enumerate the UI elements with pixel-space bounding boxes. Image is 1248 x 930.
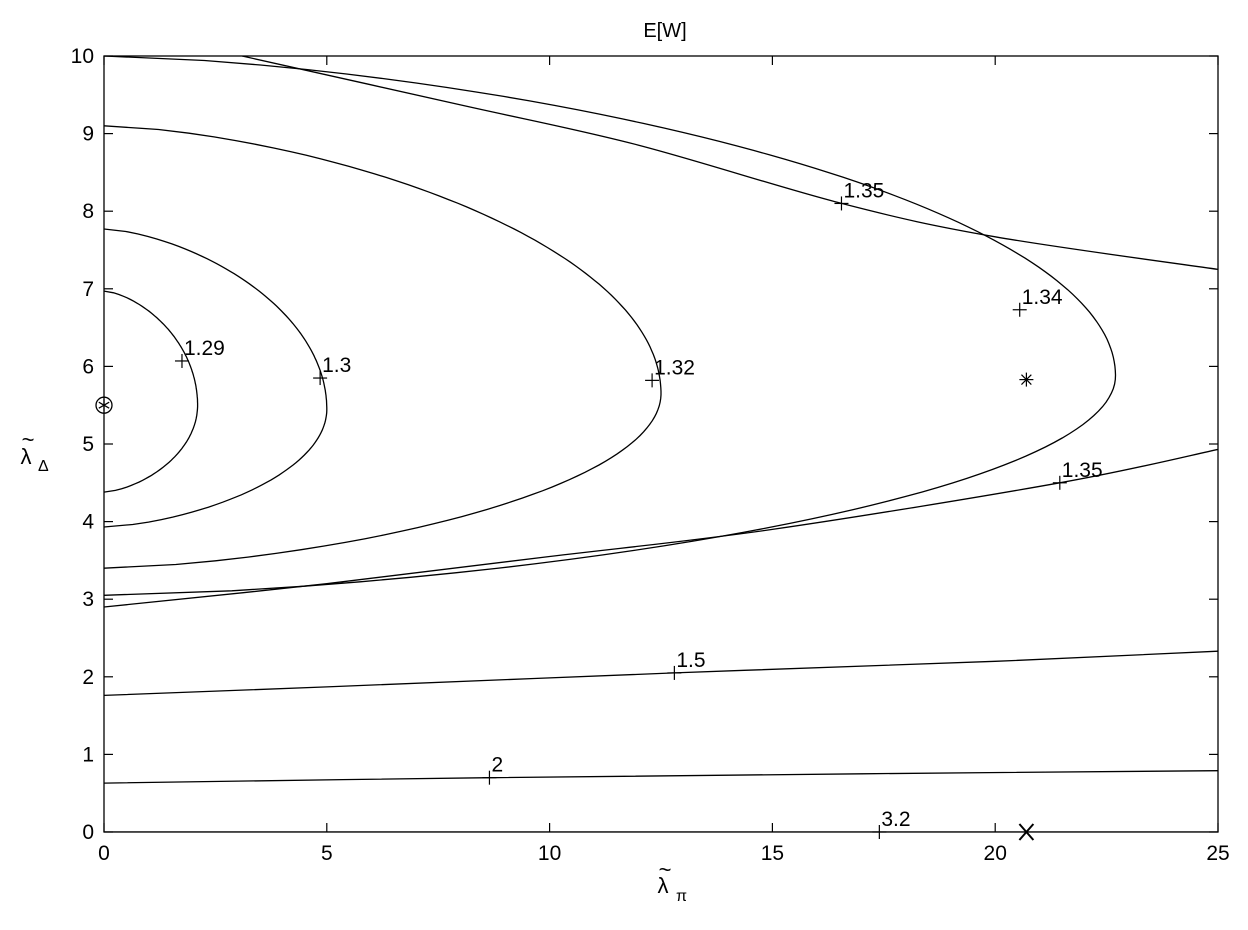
asterisk-marker <box>1021 374 1032 385</box>
contour-lines <box>104 56 1218 832</box>
y-axis-label: λ <box>21 444 32 469</box>
x-marker <box>1018 823 1035 841</box>
y-tick-label: 3 <box>82 588 94 611</box>
x-axis-label: λ <box>658 873 669 898</box>
y-tick-label: 7 <box>82 278 94 301</box>
contour-line-1-29 <box>104 290 199 493</box>
contour-line-1-34 <box>104 56 1117 596</box>
circled-asterisk-marker <box>95 396 113 414</box>
contour-label: 1.35 <box>1062 459 1103 482</box>
x-axis-label-accent: ~ <box>659 857 672 882</box>
contour-line-1-35 <box>104 448 1218 608</box>
x-tick-label: 5 <box>321 842 333 865</box>
contour-line-1-5 <box>104 650 1218 697</box>
y-axis-label-sub: Δ <box>38 458 49 475</box>
chart-title: E[W] <box>643 20 686 42</box>
y-tick-label: 4 <box>82 511 94 534</box>
y-tick-label: 1 <box>82 743 94 766</box>
y-tick-label: 6 <box>82 355 94 378</box>
x-tick-label: 0 <box>98 842 110 865</box>
contour-line-1-32 <box>104 125 662 569</box>
contour-label: 1.3 <box>322 354 351 377</box>
y-tick-label: 8 <box>82 200 94 223</box>
contour-label: 2 <box>491 754 503 777</box>
contour-label: 3.2 <box>881 808 910 831</box>
y-tick-label: 5 <box>82 433 94 456</box>
contour-label: 1.29 <box>184 337 225 360</box>
y-tick-label: 0 <box>82 821 94 844</box>
contour-label: 1.5 <box>676 649 705 672</box>
x-axis-label-sub: π <box>676 888 687 905</box>
circled-asterisk-marker <box>98 401 110 409</box>
x-tick-label: 10 <box>538 842 561 865</box>
y-tick-label: 9 <box>82 123 94 146</box>
contour-line-2 <box>104 770 1218 784</box>
contour-label: 1.35 <box>843 179 884 202</box>
x-tick-label: 25 <box>1206 842 1229 865</box>
contour-line-1-35 <box>241 56 1218 271</box>
y-tick-label: 10 <box>71 45 94 68</box>
x-tick-label: 15 <box>761 842 784 865</box>
contour-label: 1.32 <box>654 356 695 379</box>
y-axis-label-accent: ~ <box>22 427 35 452</box>
x-tick-label: 20 <box>984 842 1007 865</box>
y-tick-label: 2 <box>82 666 94 689</box>
contour-label: 1.34 <box>1022 286 1063 309</box>
